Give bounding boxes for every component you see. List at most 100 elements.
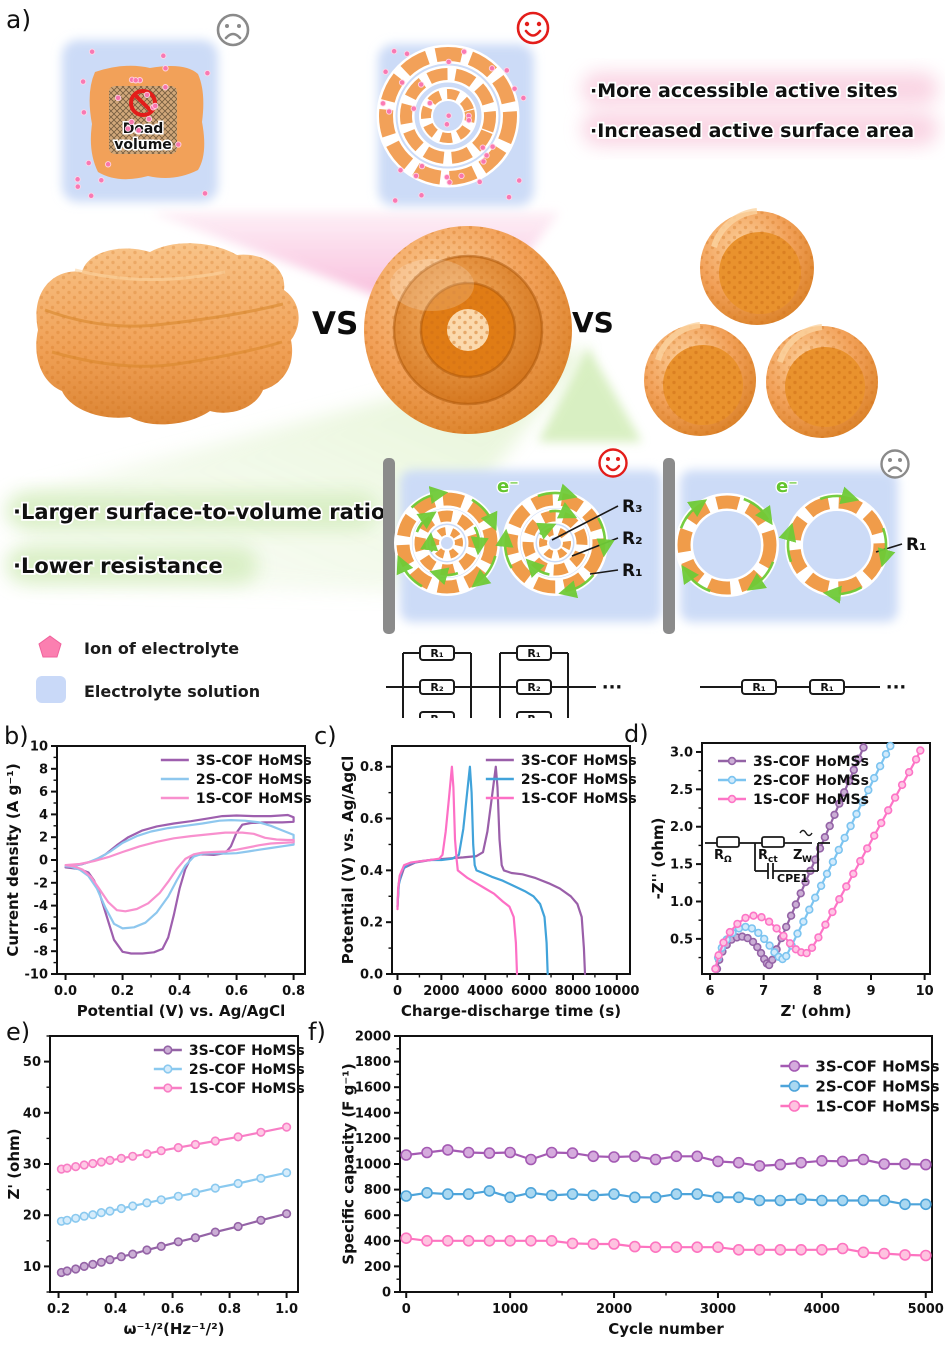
y-tick-label: 800 (364, 1183, 391, 1198)
ion-swatch (38, 635, 62, 658)
y-tick-label: 6 (39, 785, 48, 800)
single-sphere (644, 322, 756, 436)
axes (51, 745, 306, 980)
y-tick-label: 1200 (355, 1132, 391, 1147)
y-axis-label: Potential (V) vs. Ag/AgCl (339, 756, 357, 965)
y-tick-label: 0.4 (360, 864, 383, 879)
svg-text:3S-COF HoMSs: 3S-COF HoMSs (189, 1043, 305, 1059)
x-tick-label: 0 (393, 984, 402, 999)
svg-text:3S-COF HoMSs: 3S-COF HoMSs (753, 754, 869, 770)
series-3s-cof-homss (56, 1209, 292, 1278)
svg-text:R₁: R₁ (527, 647, 540, 660)
y-tick-label: -8 (34, 945, 48, 960)
y-tick-label: 20 (23, 1209, 41, 1224)
y-tick-label: 10 (30, 740, 48, 755)
legend-item-1s-cof-homss: 1S-COF HoMSs (780, 1097, 940, 1115)
green-beam-apex (538, 347, 642, 442)
benefits-bottom: ·Larger surface-to-volume ratio ·Lower r… (6, 492, 387, 584)
benefit-top-1: ·More accessible active sites (590, 80, 898, 102)
y-tick-label: 4 (39, 808, 48, 823)
panel-letter-b: b) (4, 722, 29, 750)
legend: 3S-COF HoMSs 2S-COF HoMSs 1S-COF HoMSs (153, 1043, 305, 1097)
series-3s-cof-homss (400, 1144, 932, 1172)
x-tick-label: 0.2 (111, 984, 134, 999)
multi-shell-sphere (364, 226, 572, 434)
y-tick-label: 2.5 (670, 783, 693, 798)
y-tick-label: 0.5 (670, 932, 693, 947)
x-tick-label: 6 (706, 984, 715, 999)
y-tick-label: 0.0 (360, 968, 383, 983)
chart-e: 0.2 0.4 0.6 0.8 1.0 10 20 30 40 50 ω⁻¹/²(Hz⁻¹/²) Z'… (5, 1035, 305, 1338)
x-tick-label: 4000 (804, 1302, 840, 1317)
dead-volume-area (109, 86, 177, 154)
series-2s-cof-homss (400, 1185, 932, 1211)
x-tick-label: 3000 (700, 1302, 736, 1317)
y-tick-label: -10 (25, 968, 49, 983)
x-tick-label: 8000 (555, 984, 591, 999)
y-tick-label: 1800 (355, 1055, 391, 1070)
svg-text:R: R (758, 848, 768, 863)
y-tick-label: 1600 (355, 1081, 391, 1096)
svg-text:3S-COF HoMSs: 3S-COF HoMSs (815, 1057, 939, 1075)
svg-text:R₃: R₃ (430, 713, 443, 718)
symbol-legend: Ion of electrolyte Electrolyte solution (36, 635, 260, 703)
legend: 3S-COF HoMSs 2S-COF HoMSs 1S-COF HoMSs (718, 754, 869, 808)
y-axis-label: -Z'' (ohm) (649, 818, 667, 900)
legend-item-3s-cof-homss: 3S-COF HoMSs (718, 754, 869, 770)
benefit-bottom-2: ·Lower resistance (13, 554, 223, 578)
y-tick-label: -6 (34, 922, 48, 937)
y-tick-label: 200 (364, 1260, 391, 1275)
x-tick-label: 2000 (596, 1302, 632, 1317)
y-tick-label: 0 (39, 854, 48, 869)
panel-a-schematic: a) Dead volume (6, 5, 938, 718)
resistance-label-r1: R₁ (622, 561, 643, 581)
legend-item-1s-cof-homss: 1S-COF HoMSs (160, 791, 312, 807)
x-tick-label: 6000 (511, 984, 547, 999)
x-tick-label: 9 (866, 984, 875, 999)
single-sphere (766, 324, 878, 438)
vs-label-2: VS (572, 306, 614, 339)
chart-f: 0 1000 2000 3000 4000 5000 0 200 400 600 800 1000 12… (340, 1030, 944, 1339)
vs-label-1: VS (312, 306, 358, 342)
x-axis-label: Charge-discharge time (s) (401, 1002, 621, 1020)
series-2s-cof-homss (56, 1168, 292, 1226)
legend-item-2s-cof-homss: 2S-COF HoMSs (780, 1077, 940, 1095)
svg-text:R₁: R₁ (430, 647, 443, 660)
y-tick-label: -4 (34, 899, 48, 914)
x-axis-label: Z' (ohm) (780, 1002, 851, 1020)
x-tick-label: 0.4 (168, 984, 191, 999)
axes (696, 742, 931, 980)
legend-item-2s-cof-homss: 2S-COF HoMSs (485, 772, 637, 788)
x-tick-label: 0.0 (54, 984, 77, 999)
legend-item-1s-cof-homss: 1S-COF HoMSs (718, 792, 869, 808)
electron-label: e⁻ (776, 476, 798, 497)
ion-dots (74, 48, 527, 204)
y-tick-label: 8 (39, 762, 48, 777)
svg-text:2S-COF HoMSs: 2S-COF HoMSs (189, 1062, 305, 1078)
panel-letter-a: a) (6, 5, 31, 34)
y-tick-label: 3.0 (670, 745, 693, 760)
svg-text:1S-COF HoMSs: 1S-COF HoMSs (815, 1097, 939, 1115)
x-tick-label: 0.6 (225, 984, 248, 999)
legend-item-3s-cof-homss: 3S-COF HoMSs (160, 753, 312, 769)
x-tick-label: 2000 (423, 984, 459, 999)
panel-letter-f: f) (308, 1018, 326, 1046)
parallel-circuit (386, 645, 596, 718)
svg-text:1S-COF HoMSs: 1S-COF HoMSs (196, 791, 312, 807)
legend-item-3s-cof-homss: 3S-COF HoMSs (485, 753, 637, 769)
electron-label: e⁻ (497, 476, 519, 497)
axes (394, 1035, 933, 1298)
electrode-bar (383, 458, 395, 634)
x-tick-label: 4000 (467, 984, 503, 999)
series-circuit (700, 679, 880, 695)
svg-text:R: R (714, 848, 724, 863)
svg-text:1S-COF HoMSs: 1S-COF HoMSs (753, 792, 869, 808)
series-ellipsis: ··· (886, 677, 907, 698)
sad-face-icon-scene (880, 449, 910, 479)
x-axis-label: Cycle number (608, 1320, 724, 1338)
svg-text:3S-COF HoMSs: 3S-COF HoMSs (196, 753, 312, 769)
x-tick-label: 1000 (492, 1302, 528, 1317)
y-tick-label: 0 (382, 1286, 391, 1301)
y-tick-label: 40 (23, 1106, 41, 1121)
